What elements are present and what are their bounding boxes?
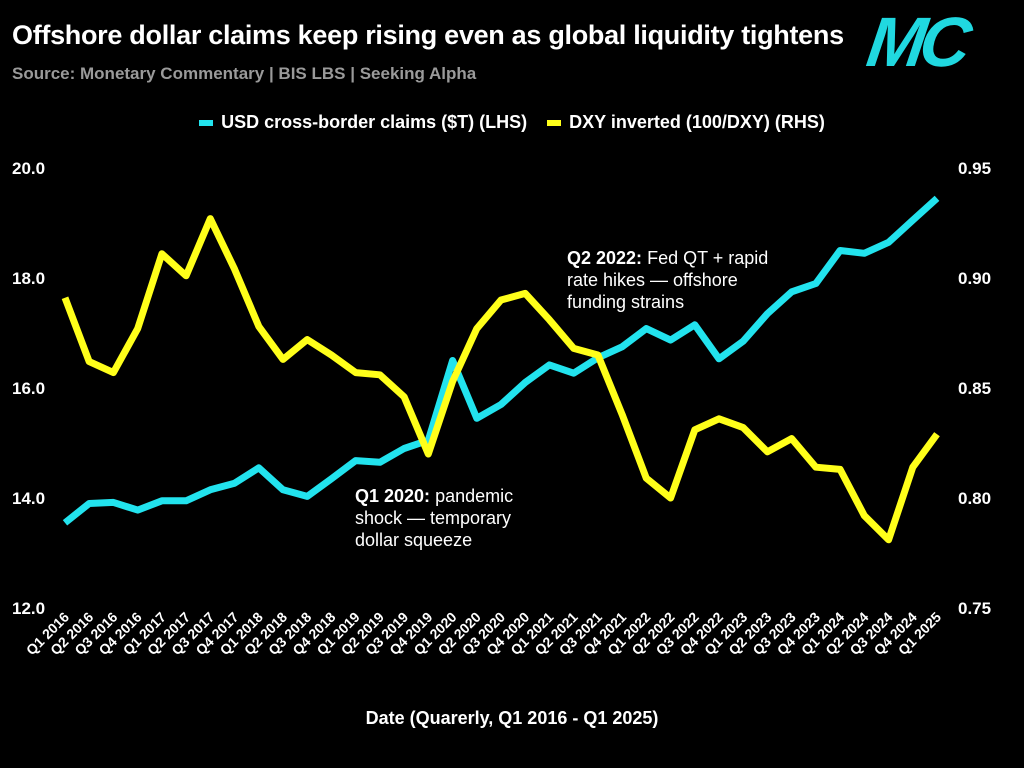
annotation-q1-2020: Q1 2020: pandemic shock — temporary doll…: [355, 485, 555, 551]
annotation-q1-2020-bold: Q1 2020:: [355, 486, 431, 506]
y-right-tick-label: 0.90: [958, 269, 991, 288]
legend-item-claims: USD cross-border claims ($T) (LHS): [199, 112, 527, 133]
y-left-tick-label: 16.0: [12, 379, 45, 398]
annotation-q2-2022-bold: Q2 2022:: [567, 248, 643, 268]
y-left-tick-label: 14.0: [12, 489, 45, 508]
y-right-tick-label: 0.80: [958, 489, 991, 508]
legend-swatch-yellow: [547, 119, 562, 126]
annotation-q2-2022: Q2 2022: Fed QT + rapid rate hikes — off…: [567, 247, 782, 313]
chart-title: Offshore dollar claims keep rising even …: [12, 20, 844, 50]
y-left-tick-label: 18.0: [12, 269, 45, 288]
legend-label-dxy: DXY inverted (100/DXY) (RHS): [569, 112, 825, 132]
y-right-tick-label: 0.95: [958, 159, 991, 178]
legend-swatch-cyan: [199, 119, 214, 126]
legend: USD cross-border claims ($T) (LHS) DXY i…: [0, 112, 1024, 133]
y-left-tick-label: 12.0: [12, 599, 45, 618]
chart-subtitle: Source: Monetary Commentary | BIS LBS | …: [12, 64, 477, 83]
y-left-tick-label: 20.0: [12, 159, 45, 178]
y-right-tick-label: 0.75: [958, 599, 991, 618]
y-right-tick-label: 0.85: [958, 379, 991, 398]
annotation-q1-2020-text: pandemic shock — temporary dollar squeez…: [355, 486, 514, 550]
annotation-q2-2022-text: Fed QT + rapid rate hikes — offshore fun…: [567, 248, 769, 312]
legend-item-dxy: DXY inverted (100/DXY) (RHS): [547, 112, 825, 133]
x-axis-label: Date (Quarerly, Q1 2016 - Q1 2025): [365, 708, 659, 728]
legend-label-claims: USD cross-border claims ($T) (LHS): [221, 112, 528, 132]
